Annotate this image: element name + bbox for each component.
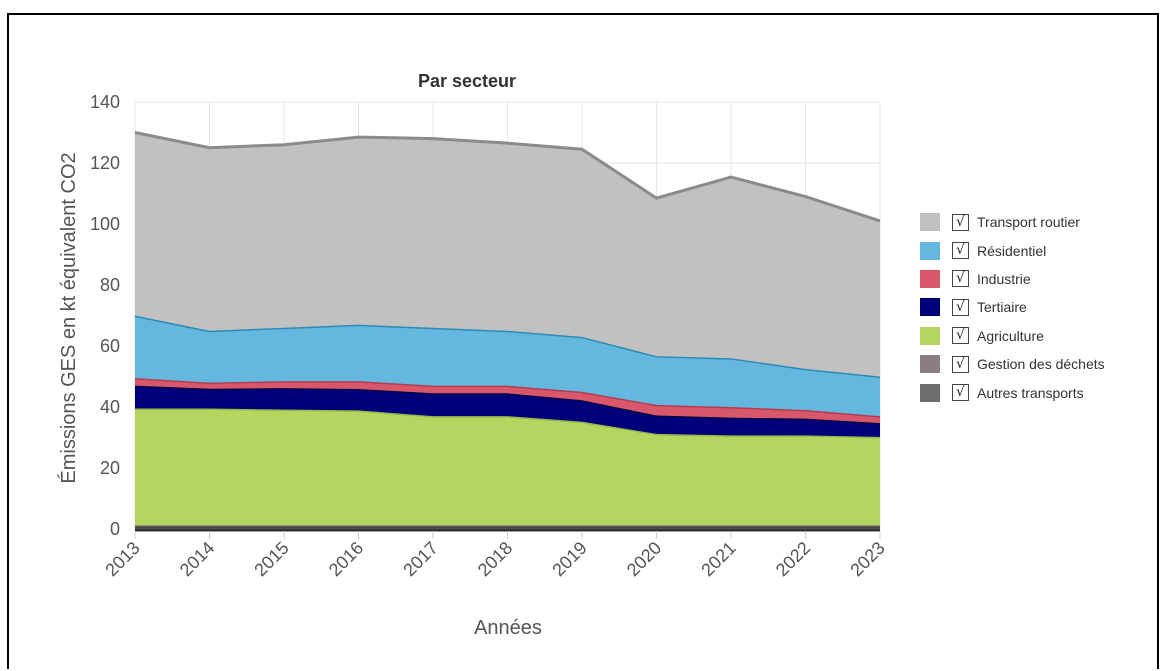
legend-item[interactable]: √ Résidentiel	[920, 236, 1160, 264]
legend-item[interactable]: √ Gestion des déchets	[920, 350, 1160, 378]
legend-item[interactable]: √ Transport routier	[920, 208, 1160, 236]
area-industrie[interactable]	[135, 378, 880, 424]
legend-label: Transport routier	[977, 214, 1080, 231]
x-tick-label: 2015	[250, 538, 292, 580]
x-tick-label: 2018	[474, 538, 516, 580]
legend-label: Résidentiel	[977, 242, 1047, 259]
legend-checkbox[interactable]: √	[952, 242, 969, 260]
series-line	[134, 131, 881, 223]
legend-label: Tertiaire	[977, 299, 1027, 316]
legend-swatch	[920, 298, 940, 317]
legend: √ Transport routier √ Résidentiel √ Industrie…	[920, 208, 1160, 407]
legend-checkbox[interactable]: √	[952, 327, 969, 345]
legend-label: Agriculture	[977, 327, 1044, 344]
legend-label: Industrie	[977, 270, 1031, 287]
x-tick-label: 2021	[697, 538, 739, 580]
x-tick-label: 2023	[846, 538, 888, 580]
x-tick-label: 2013	[101, 538, 143, 580]
legend-item[interactable]: √ Agriculture	[920, 322, 1160, 350]
y-tick-label: 140	[90, 92, 120, 112]
legend-item[interactable]: √ Autres transports	[920, 378, 1160, 406]
area-residentiel[interactable]	[135, 315, 880, 417]
legend-swatch	[920, 355, 940, 374]
x-tick-label: 2014	[176, 538, 218, 580]
y-tick-label: 20	[100, 458, 120, 478]
area-transport-routier[interactable]	[135, 132, 880, 377]
legend-item[interactable]: √ Tertiaire	[920, 293, 1160, 321]
legend-swatch	[920, 326, 940, 345]
x-tick-label: 2016	[325, 538, 367, 580]
chart-title: Par secteur	[418, 71, 516, 91]
y-tick-label: 100	[90, 214, 120, 234]
legend-label: Autres transports	[977, 384, 1084, 401]
legend-label: Gestion des déchets	[977, 356, 1105, 373]
legend-swatch	[920, 213, 940, 232]
area-tertiaire[interactable]	[135, 385, 880, 437]
area-agriculture[interactable]	[135, 408, 880, 526]
y-tick-label: 0	[110, 519, 120, 539]
y-tick-label: 40	[100, 397, 120, 417]
legend-checkbox[interactable]: √	[952, 213, 969, 231]
legend-swatch	[920, 383, 940, 402]
x-axis-title: Années	[474, 617, 542, 639]
area-series	[134, 131, 881, 529]
y-axis-title: Émissions GES en kt équivalent CO2	[57, 152, 80, 483]
x-tick-label: 2019	[548, 538, 590, 580]
x-tick-label: 2020	[623, 538, 665, 580]
legend-swatch	[920, 241, 940, 260]
x-axis-ticks: 2013 2014 2015 2016 2017 2018 2019 2020 2021 2022…	[101, 531, 889, 580]
x-tick-label: 2022	[772, 538, 814, 580]
legend-checkbox[interactable]: √	[952, 298, 969, 316]
y-tick-label: 120	[90, 153, 120, 173]
legend-item[interactable]: √ Industrie	[920, 265, 1160, 293]
legend-checkbox[interactable]: √	[952, 355, 969, 373]
legend-swatch	[920, 269, 940, 288]
y-tick-label: 60	[100, 336, 120, 356]
legend-checkbox[interactable]: √	[952, 270, 969, 288]
legend-checkbox[interactable]: √	[952, 384, 969, 402]
x-tick-label: 2017	[399, 538, 441, 580]
y-tick-label: 80	[100, 275, 120, 295]
y-axis-ticks: 0 20 40 60 80 100 120 140	[90, 92, 120, 539]
